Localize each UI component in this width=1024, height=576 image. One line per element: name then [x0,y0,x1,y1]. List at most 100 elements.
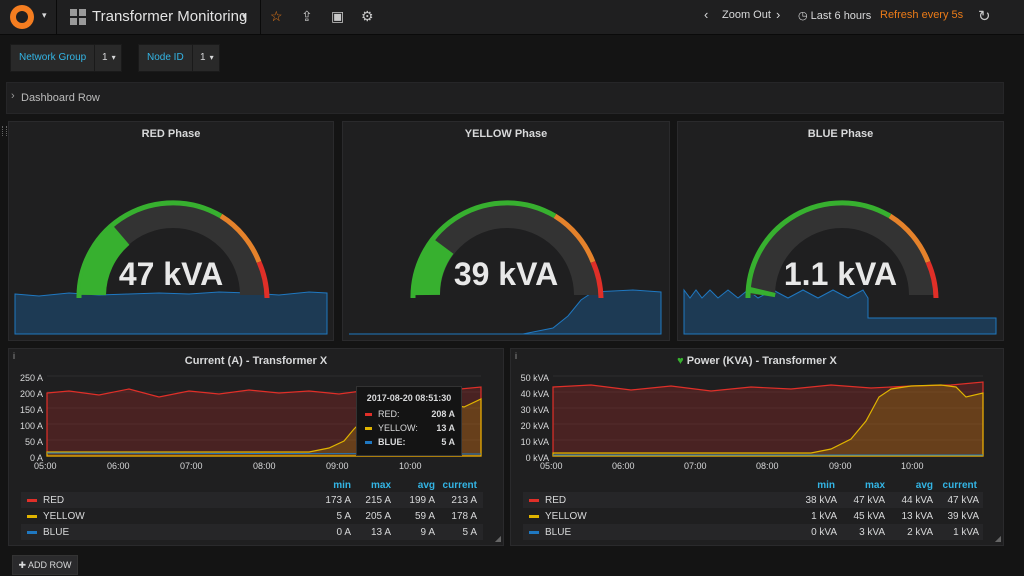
gauge-red-svg [14,200,328,335]
save-icon[interactable]: ▣ [331,8,345,24]
legend-min: 38 kVA [805,495,838,506]
legend-col-max: max [370,480,391,491]
legend-avg: 2 kVA [907,527,933,538]
gauge-fill [414,238,454,296]
add-row-button[interactable]: ✚ ADD ROW [12,555,78,575]
legend-max: 47 kVA [853,495,886,506]
panel-title: Power (KVA) - Transformer X [686,355,837,367]
dashboard-picker-button[interactable]: Transformer Monitoring ▾ [58,0,261,34]
x-tick: 07:00 [180,461,203,471]
info-icon[interactable]: i [13,351,15,361]
y-tick: 50 A [24,437,43,447]
legend-max: 3 kVA [859,527,885,538]
power-chart-svg [552,375,984,457]
variable-value: 1 [102,52,108,63]
gauge-thresholds [76,200,223,299]
tooltip-row-red: RED: 208 A [365,409,455,419]
gauge-value: 39 kVA [453,256,559,292]
tooltip-time: 2017-08-20 08:51:30 [366,393,452,403]
legend-col-min: min [333,480,351,491]
y-axis-labels: 250 A 200 A 150 A 100 A 50 A 0 A [13,370,43,466]
current-graph-panel: i Current (A) - Transformer X 250 A 200 … [8,348,504,546]
legend-max: 205 A [365,511,391,522]
caret-down-icon: ▾ [111,53,116,62]
series-name: BLUE [545,527,572,538]
network-group-select[interactable]: 1 ▾ [94,44,122,72]
gear-icon[interactable]: ⚙ [361,8,374,24]
panel-title: YELLOW Phase [464,128,548,140]
tooltip-value: 208 A [431,409,455,419]
tooltip-value: 5 A [441,437,455,447]
plus-icon: ✚ [18,560,27,570]
network-group-variable[interactable]: Network Group [10,44,96,72]
dashboard-row-header[interactable]: › Dashboard Row [6,82,1004,114]
drag-handle[interactable] [2,126,7,136]
legend-row-red[interactable]: RED 173 A 215 A 199 A 213 A [21,492,483,508]
legend-avg: 44 kVA [901,495,934,506]
legend-current: 5 A [462,527,477,538]
legend-swatch [27,530,37,534]
y-tick: 250 A [19,373,43,383]
sparkline-red [14,291,328,335]
grafana-menu-button[interactable]: ▾ [0,0,57,34]
dashboards-icon [70,9,86,25]
series-name: YELLOW [43,511,85,522]
legend-current: 39 kVA [947,511,980,522]
refresh-interval-label[interactable]: Refresh every 5s [880,9,964,21]
legend-row-yellow[interactable]: YELLOW 1 kVA 45 kVA 13 kVA 39 kVA [523,508,983,524]
legend-row-red[interactable]: RED 38 kVA 47 kVA 44 kVA 47 kVA [523,492,983,508]
x-tick: 05:00 [540,461,563,471]
sparkline-yellow [349,289,662,335]
legend-current: 213 A [451,495,477,506]
legend-col-min: min [817,480,835,491]
legend-row-blue[interactable]: BLUE 0 A 13 A 9 A 5 A [21,524,483,540]
add-row-label: ADD ROW [28,560,72,570]
panel-title: BLUE Phase [807,128,874,140]
chevron-right-icon: › [11,90,15,102]
gauge-value: 1.1 kVA [783,256,898,292]
gauge-fill [80,225,130,296]
legend-col-avg: avg [915,480,933,491]
tooltip-row-yellow: YELLOW: 13 A [365,423,455,433]
dashboard-title: Transformer Monitoring [92,8,248,25]
legend-min: 173 A [325,495,351,506]
legend-avg: 59 A [414,511,435,522]
x-tick: 10:00 [901,461,924,471]
info-icon[interactable]: i [515,351,517,361]
y-tick: 150 A [19,405,43,415]
tooltip-label: BLUE: [378,437,406,447]
chevron-left-icon[interactable]: ‹ [704,7,709,22]
legend-row-blue[interactable]: BLUE 0 kVA 3 kVA 2 kVA 1 kVA [523,524,983,540]
legend-row-yellow[interactable]: YELLOW 5 A 205 A 59 A 178 A [21,508,483,524]
refresh-icon[interactable]: ↻ [978,8,991,25]
star-icon[interactable]: ☆ [270,8,283,24]
y-tick: 30 kVA [520,405,549,415]
legend-current: 1 kVA [953,527,979,538]
row-title: Dashboard Row [21,92,100,104]
node-id-select[interactable]: 1 ▾ [192,44,220,72]
legend-col-current: current [442,480,477,491]
gauge-panel-red: RED Phase 47 kVA [8,121,334,341]
x-tick: 10:00 [399,461,422,471]
x-tick: 09:00 [829,461,852,471]
zoom-out-button[interactable]: Zoom Out [722,9,771,21]
graph-tooltip: 2017-08-20 08:51:30 RED: 208 A YELLOW: 1… [356,386,462,456]
series-name: BLUE [43,527,70,538]
resize-handle[interactable]: ◢ [994,534,1001,543]
x-tick: 05:00 [34,461,57,471]
x-tick: 07:00 [684,461,707,471]
legend-current: 178 A [451,511,477,522]
share-icon[interactable]: ⇪ [301,8,313,24]
sparkline-blue [683,288,997,335]
resize-handle[interactable]: ◢ [494,534,501,543]
top-navbar: ▾ Transformer Monitoring ▾ ☆ ⇪ ▣ ⚙ ‹ Zoo… [0,0,1024,35]
gauge-panel-yellow: YELLOW Phase 39 kVA [342,121,670,341]
node-id-variable[interactable]: Node ID [138,44,193,72]
caret-down-icon: ▾ [42,10,47,20]
y-tick: 0 A [29,453,43,463]
chevron-right-icon[interactable]: › [776,7,781,22]
panel-title: Current (A) - Transformer X [184,355,328,367]
y-tick: 200 A [19,389,43,399]
time-picker-button[interactable]: ◷ Last 6 hours [798,9,871,22]
heart-icon: ♥ [677,355,684,367]
